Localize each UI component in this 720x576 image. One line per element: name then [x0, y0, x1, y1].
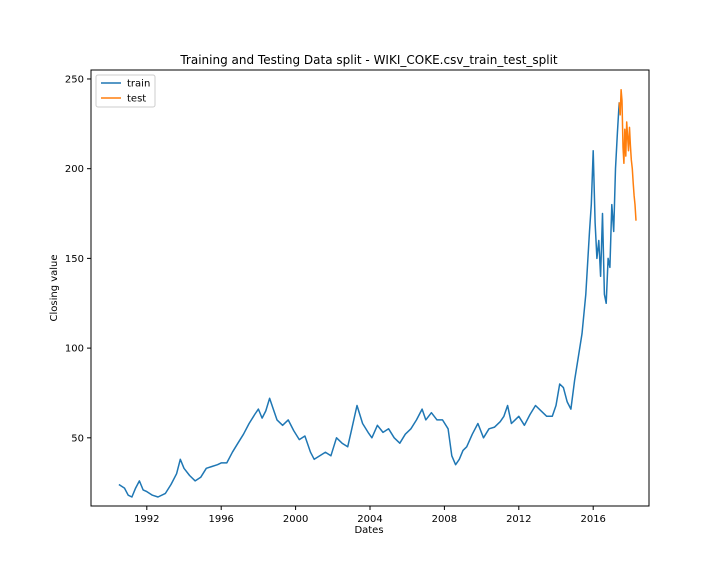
y-tick-label: 200 — [65, 164, 84, 175]
x-tick-label: 2012 — [506, 514, 531, 525]
y-tick-label: 250 — [65, 74, 84, 85]
plot-area — [91, 70, 649, 506]
x-axis-ticks: 1992 1996 2000 2004 2008 2012 2016 — [134, 506, 606, 525]
y-tick-label: 100 — [65, 344, 84, 355]
series-line-test — [618, 88, 637, 221]
x-tick-label: 2008 — [432, 514, 457, 525]
x-axis-label: Dates — [354, 525, 383, 536]
plot-background — [91, 70, 649, 506]
x-tick-label: 1996 — [208, 514, 233, 525]
x-tick-label: 2016 — [580, 514, 605, 525]
y-axis-ticks: 50 100 150 200 250 — [65, 74, 91, 444]
y-axis-label: Closing value — [49, 254, 60, 321]
series-layer — [118, 88, 637, 498]
y-tick-label: 50 — [71, 433, 84, 444]
legend-label-test: test — [127, 94, 146, 105]
legend: train test — [95, 74, 156, 108]
x-tick-label: 1992 — [134, 514, 159, 525]
legend-label-train: train — [127, 79, 150, 90]
y-tick-label: 150 — [65, 254, 84, 265]
chart-title: Training and Testing Data split - WIKI_C… — [179, 53, 558, 67]
series-line-train — [118, 102, 620, 498]
x-tick-label: 2000 — [283, 514, 308, 525]
x-tick-label: 2004 — [357, 514, 382, 525]
